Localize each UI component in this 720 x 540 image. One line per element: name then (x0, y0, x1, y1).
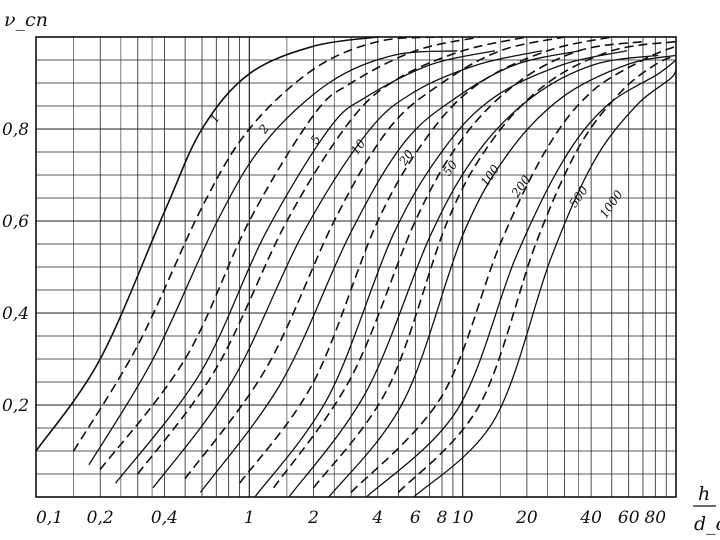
series-label-2: 2 (256, 122, 272, 137)
series-companion-curve (288, 54, 659, 498)
x-axis-label-denominator: d_c (694, 513, 720, 535)
x-tick-label: 60 (618, 508, 640, 528)
series-curve-5 (99, 36, 480, 470)
x-tick-label: 80 (644, 508, 666, 528)
x-axis-label: h d_c (693, 483, 720, 535)
series-label-1000: 1000 (597, 187, 626, 220)
series-companion-curve (328, 54, 677, 498)
chart-curves (35, 36, 677, 498)
x-axis-label-numerator: h (698, 483, 710, 505)
x-tick-label: 6 (410, 508, 421, 528)
series-curve-500 (350, 45, 677, 493)
x-tick-label: 0,1 (36, 508, 63, 528)
series-label-5: 5 (308, 132, 324, 146)
y-tick-labels: 0,2 0,4 0,6 0,8 (2, 120, 29, 416)
series-companion-curve (366, 59, 677, 498)
series-companion-curve (413, 68, 677, 498)
series-companion-curve (199, 50, 580, 493)
x-tick-label: 4 (371, 508, 383, 528)
plot-frame (35, 36, 677, 498)
y-tick-label: 0,4 (2, 304, 29, 324)
y-tick-label: 0,2 (2, 396, 29, 416)
y-tick-label: 0,8 (2, 120, 29, 140)
x-tick-label: 40 (579, 508, 602, 528)
series-companion-curve (88, 50, 458, 466)
series-curve-1 (35, 36, 378, 452)
x-tick-labels: 0,1 0,2 0,4 1 2 4 6 8 10 20 40 60 80 (36, 508, 666, 528)
chart-grid (36, 37, 676, 497)
x-tick-label: 0,2 (87, 508, 114, 528)
series-curve-50 (238, 36, 612, 484)
x-tick-label: 2 (307, 508, 319, 528)
series-curve-1000 (397, 54, 677, 493)
x-tick-label: 1 (244, 508, 255, 528)
series-companion-curve (115, 50, 496, 484)
series-label-500: 500 (566, 183, 591, 210)
x-tick-label: 8 (437, 508, 448, 528)
series-companion-curve (152, 50, 543, 489)
series-curve-200 (312, 40, 677, 489)
x-tick-label: 10 (452, 508, 474, 528)
x-tick-label: 20 (515, 508, 538, 528)
series-curve-2 (72, 36, 443, 452)
y-axis-label: ν_сп (4, 9, 48, 31)
series-curve-100 (272, 40, 644, 489)
series-companion-curve (254, 50, 628, 498)
y-tick-label: 0,6 (2, 212, 29, 232)
series-label-1: 1 (207, 111, 223, 125)
series-curve-20 (184, 36, 565, 480)
x-tick-label: 0,4 (151, 508, 178, 528)
series-label-200: 200 (508, 173, 533, 201)
